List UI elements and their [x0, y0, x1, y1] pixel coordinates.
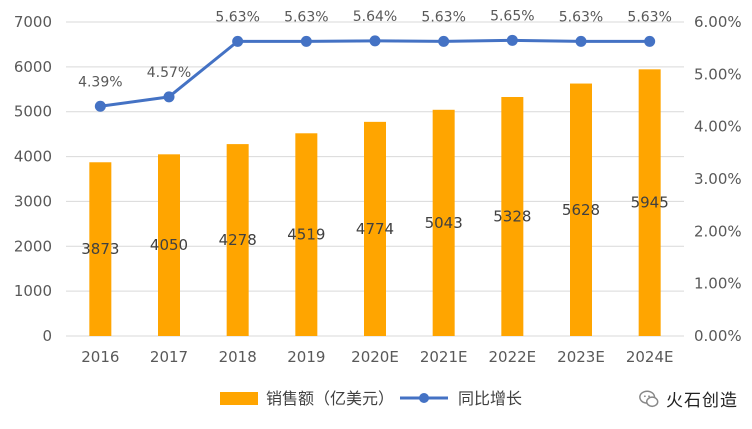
line-point	[94, 100, 106, 112]
x-tick-label: 2023E	[557, 348, 605, 366]
bar-value-label: 5628	[562, 201, 600, 219]
bar	[638, 69, 661, 337]
x-tick-label: 2020E	[351, 348, 399, 366]
bar-value-label: 4278	[219, 231, 257, 249]
x-tick-label: 2018	[219, 348, 257, 366]
bar	[501, 97, 524, 336]
bar	[432, 109, 455, 336]
bar-value-label: 4774	[356, 220, 394, 238]
bar	[570, 83, 592, 336]
line-value-label: 5.63%	[627, 9, 671, 25]
bar-value-label: 4050	[150, 236, 188, 254]
bar-value-label: 5945	[631, 194, 669, 212]
y-right-tick-label: 5.00%	[694, 65, 742, 83]
bar	[226, 144, 249, 336]
line-point	[506, 34, 518, 46]
y-right-tick-label: 6.00%	[694, 13, 742, 31]
line-value-label: 5.63%	[559, 9, 603, 25]
line-point	[438, 35, 450, 47]
legend: 销售额（亿美元） 同比增长	[220, 389, 522, 408]
bar-series	[89, 69, 661, 337]
line-point	[644, 35, 656, 47]
bar	[89, 162, 112, 336]
line-series	[94, 34, 656, 112]
line-point	[232, 35, 244, 47]
y-right-tick-label: 0.00%	[694, 327, 742, 345]
bar-value-label: 5328	[493, 208, 531, 226]
line-value-label: 5.63%	[284, 9, 328, 25]
line-value-label: 4.39%	[78, 74, 122, 90]
line-point	[300, 35, 312, 47]
line-value-label: 5.64%	[353, 9, 397, 25]
line-point	[369, 35, 381, 47]
x-axis: 2016 2017 2018 2019 2020E 2021E 2022E 2023E 2024…	[81, 348, 673, 366]
watermark-text: 火石创造	[666, 391, 738, 411]
y-left-tick-label: 0	[42, 327, 52, 345]
line-value-label: 5.63%	[215, 9, 259, 25]
line-value-label: 5.63%	[421, 9, 465, 25]
x-tick-label: 2022E	[489, 348, 537, 366]
bar-value-label: 5043	[425, 214, 463, 232]
line-value-label: 5.65%	[490, 8, 534, 24]
bar	[364, 121, 386, 337]
legend-label-line: 同比增长	[458, 389, 522, 408]
bar-value-label: 4519	[287, 226, 325, 244]
y-axis-right: 0.00% 1.00% 2.00% 3.00% 4.00% 5.00% 6.00%	[694, 13, 742, 345]
y-left-tick-label: 7000	[14, 13, 52, 31]
bar-data-labels: 3873 4050 4278 4519 4774 5043 5328 5628 5945	[81, 194, 669, 258]
legend-swatch-marker	[419, 393, 429, 403]
y-right-tick-label: 1.00%	[694, 275, 742, 293]
y-left-tick-label: 3000	[14, 192, 52, 210]
y-left-tick-label: 1000	[14, 282, 52, 300]
x-tick-label: 2021E	[420, 348, 468, 366]
bar	[158, 154, 180, 336]
x-tick-label: 2016	[81, 348, 119, 366]
bar-value-label: 3873	[81, 240, 119, 258]
line-point	[575, 35, 587, 47]
y-right-tick-label: 2.00%	[694, 222, 742, 240]
y-left-tick-label: 4000	[14, 148, 52, 166]
y-right-tick-label: 3.00%	[694, 170, 742, 188]
line-value-label: 4.57%	[147, 65, 191, 81]
y-right-tick-label: 4.00%	[694, 118, 742, 136]
legend-swatch-bar	[220, 392, 258, 405]
line-point	[163, 91, 175, 103]
x-tick-label: 2019	[287, 348, 325, 366]
y-left-tick-label: 2000	[14, 237, 52, 255]
y-left-tick-label: 5000	[14, 103, 52, 121]
y-axis-left: 0 1000 2000 3000 4000 5000 6000 7000	[14, 13, 52, 345]
line-data-labels: 4.39% 4.57% 5.63% 5.63% 5.64% 5.63% 5.65% 5.63%…	[78, 8, 672, 90]
x-tick-label: 2017	[150, 348, 188, 366]
legend-label-bar: 销售额（亿美元）	[266, 389, 394, 408]
bar	[295, 133, 318, 336]
x-tick-label: 2024E	[626, 348, 674, 366]
wechat-icon	[639, 389, 659, 407]
y-left-tick-label: 6000	[14, 58, 52, 76]
watermark: 火石创造	[638, 386, 738, 411]
